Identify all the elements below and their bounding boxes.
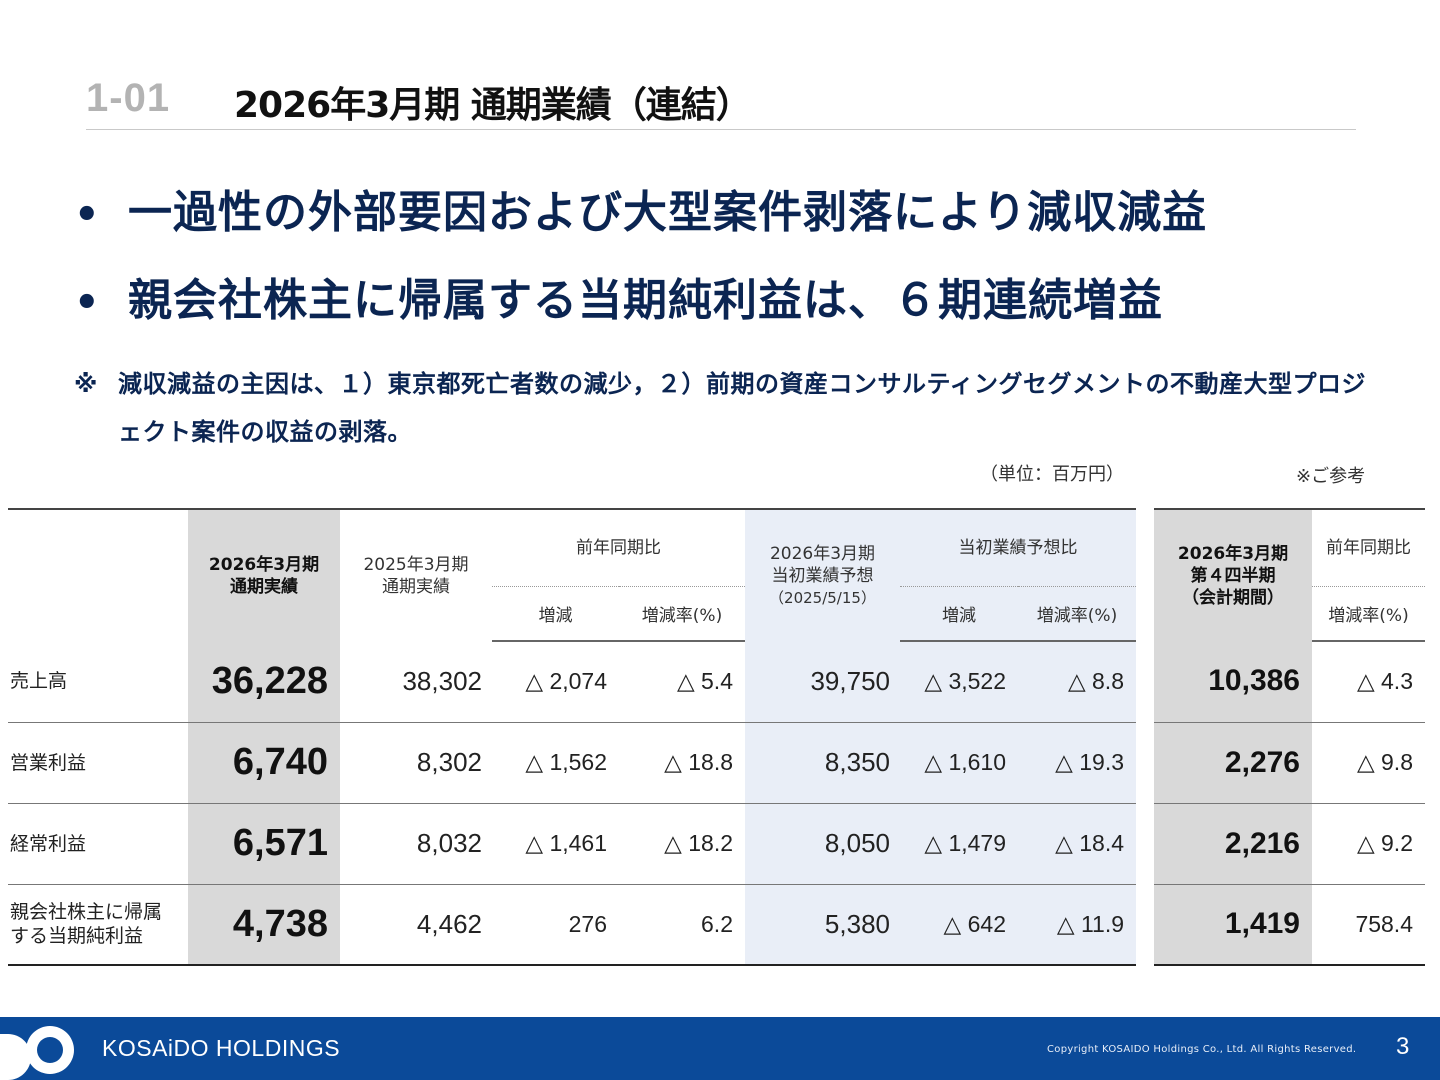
cell-forecast: 5,380 xyxy=(745,884,900,966)
footer: KOSAiDO HOLDINGS Copyright KOSAIDO Holdi… xyxy=(0,1017,1440,1080)
cell-current: 36,228 xyxy=(188,641,340,723)
cell-fc-rate: △ 19.3 xyxy=(1018,722,1136,804)
header-group-yoy: 前年同期比 xyxy=(492,508,745,587)
header-side-yoy: 前年同期比 xyxy=(1312,508,1425,587)
header-fc-change-rate: 増減率(%) xyxy=(1018,586,1136,642)
cell-q4-rate: 758.4 xyxy=(1312,884,1425,966)
cell-q4-rate: △ 9.2 xyxy=(1312,803,1425,885)
cell-current: 4,738 xyxy=(188,884,340,966)
cell-rate: △ 18.8 xyxy=(619,722,745,804)
page-number: 3 xyxy=(1396,1033,1410,1060)
kosaido-logo-icon xyxy=(0,1026,74,1080)
bullet-text: 一過性の外部要因および大型案件剥落により減収減益 xyxy=(128,187,1208,238)
header-change-rate: 増減率(%) xyxy=(619,586,745,642)
row-label: 親会社株主に帰属 する当期純利益 xyxy=(8,884,188,966)
cell-prev: 8,302 xyxy=(340,722,492,804)
table-row: 10,386 △ 4.3 xyxy=(1154,641,1425,723)
cell-q4-rate: △ 4.3 xyxy=(1312,641,1425,723)
row-label: 経常利益 xyxy=(8,803,188,885)
cell-rate: △ 5.4 xyxy=(619,641,745,723)
header-q4: 2026年3月期 第４四半期 （会計期間） xyxy=(1154,508,1312,641)
cell-fc-change: △ 3,522 xyxy=(900,641,1018,723)
header-prev: 2025年3月期 通期実績 xyxy=(340,508,492,641)
copyright: Copyright KOSAIDO Holdings Co., Ltd. All… xyxy=(1047,1044,1357,1055)
cell-q4: 1,419 xyxy=(1154,884,1312,966)
cell-fc-rate: △ 8.8 xyxy=(1018,641,1136,723)
row-label: 売上高 xyxy=(8,641,188,723)
header-forecast: 2026年3月期 当初業績予想 （2025/5/15） xyxy=(745,508,900,641)
header-change: 増減 xyxy=(492,586,619,642)
section-number: 1-01 xyxy=(86,76,171,120)
reference-label: ※ご参考 xyxy=(1296,466,1366,487)
table-row: 売上高 36,228 38,302 △ 2,074 △ 5.4 39,750 △… xyxy=(8,641,1136,723)
cell-current: 6,740 xyxy=(188,722,340,804)
cell-prev: 4,462 xyxy=(340,884,492,966)
cell-fc-change: △ 1,479 xyxy=(900,803,1018,885)
note-text: 減収減益の主因は、１）東京都死亡者数の減少，２）前期の資産コンサルティングセグメ… xyxy=(118,370,1367,446)
table-row: 1,419 758.4 xyxy=(1154,884,1425,966)
header-fc-change: 増減 xyxy=(900,586,1018,642)
cell-current: 6,571 xyxy=(188,803,340,885)
cell-fc-change: △ 1,610 xyxy=(900,722,1018,804)
brand-name: KOSAiDO HOLDINGS xyxy=(102,1035,341,1061)
unit-label: （単位：百万円） xyxy=(980,464,1124,485)
cell-prev: 8,032 xyxy=(340,803,492,885)
bullet-dot-icon: • xyxy=(74,192,100,238)
header-current: 2026年3月期 通期実績 xyxy=(188,508,340,641)
header-group-forecast: 当初業績予想比 xyxy=(900,508,1136,587)
table-row: 営業利益 6,740 8,302 △ 1,562 △ 18.8 8,350 △ … xyxy=(8,722,1136,804)
cell-q4: 2,216 xyxy=(1154,803,1312,885)
cell-forecast: 39,750 xyxy=(745,641,900,723)
cell-fc-rate: △ 11.9 xyxy=(1018,884,1136,966)
cell-change: △ 1,562 xyxy=(492,722,619,804)
cell-change: △ 2,074 xyxy=(492,641,619,723)
cell-rate: △ 18.2 xyxy=(619,803,745,885)
page-title: 2026年3月期 通期業績（連結） xyxy=(234,85,752,126)
table-row: 2,216 △ 9.2 xyxy=(1154,803,1425,885)
table-row: 経常利益 6,571 8,032 △ 1,461 △ 18.2 8,050 △ … xyxy=(8,803,1136,885)
table-row: 2,276 △ 9.8 xyxy=(1154,722,1425,804)
cell-forecast: 8,050 xyxy=(745,803,900,885)
bullet-item: • 一過性の外部要因および大型案件剥落により減収減益 xyxy=(74,170,1374,258)
row-label: 営業利益 xyxy=(8,722,188,804)
cell-forecast: 8,350 xyxy=(745,722,900,804)
cell-q4-rate: △ 9.8 xyxy=(1312,722,1425,804)
cell-q4: 2,276 xyxy=(1154,722,1312,804)
results-table: 2026年3月期 通期実績 2025年3月期 通期実績 前年同期比 2026年3… xyxy=(8,508,1136,966)
title-bar: 1-01 2026年3月期 通期業績（連結） xyxy=(86,72,1356,130)
cell-fc-rate: △ 18.4 xyxy=(1018,803,1136,885)
cell-q4: 10,386 xyxy=(1154,641,1312,723)
cell-rate: 6.2 xyxy=(619,884,745,966)
quarter-reference-table: 2026年3月期 第４四半期 （会計期間） 前年同期比 増減率(%) 10,38… xyxy=(1154,508,1425,966)
key-points: • 一過性の外部要因および大型案件剥落により減収減益 • 親会社株主に帰属する当… xyxy=(74,170,1374,346)
cell-change: △ 1,461 xyxy=(492,803,619,885)
note-mark: ※ xyxy=(74,370,98,398)
bullet-item: • 親会社株主に帰属する当期純利益は、６期連続増益 xyxy=(74,258,1374,346)
bullet-text: 親会社株主に帰属する当期純利益は、６期連続増益 xyxy=(128,275,1163,326)
table-row: 親会社株主に帰属 する当期純利益 4,738 4,462 276 6.2 5,38… xyxy=(8,884,1136,966)
cell-prev: 38,302 xyxy=(340,641,492,723)
bullet-dot-icon: • xyxy=(74,280,100,326)
cell-fc-change: △ 642 xyxy=(900,884,1018,966)
header-blank xyxy=(8,508,188,641)
cell-change: 276 xyxy=(492,884,619,966)
header-side-rate: 増減率(%) xyxy=(1312,586,1425,642)
